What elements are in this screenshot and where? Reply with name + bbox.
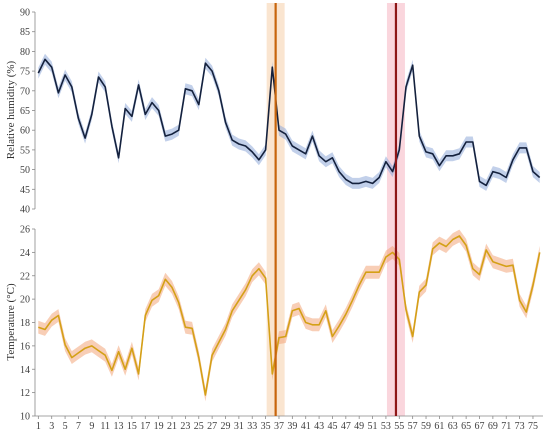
x-tick-label: 51 [368,421,378,432]
x-tick-label: 15 [127,421,137,432]
x-tick-label: 27 [207,421,217,432]
x-tick-label: 21 [167,421,177,432]
x-tick-label: 57 [408,421,418,432]
humidity-y-tick-label: 55 [20,145,30,156]
humidity-y-tick-label: 60 [20,126,30,137]
x-tick-label: 35 [261,421,271,432]
humidity-y-tick-label: 80 [20,47,30,58]
x-tick-label: 5 [63,421,68,432]
x-tick-label: 49 [354,421,364,432]
x-tick-label: 7 [76,421,81,432]
x-tick-label: 43 [314,421,324,432]
humidity-y-tick-label: 45 [20,185,30,196]
event-bands-layer [266,3,405,416]
x-tick-label: 11 [100,421,110,432]
x-tick-label: 69 [488,421,498,432]
x-tick-label: 53 [381,421,391,432]
x-tick-label: 31 [234,421,244,432]
humidity-y-tick-label: 50 [20,165,30,176]
temperature-y-tick-label: 18 [20,318,30,329]
humidity-y-tick-label: 75 [20,67,30,78]
temperature-y-tick-label: 16 [20,341,30,352]
humidity-confidence-band [38,53,540,191]
temperature-confidence-band [38,229,540,402]
x-tick-label: 45 [327,421,337,432]
x-tick-label: 39 [287,421,297,432]
temperature-series-line [38,235,541,396]
x-tick-label: 55 [394,421,404,432]
humidity-y-tick-label: 70 [20,86,30,97]
x-tick-label: 37 [274,421,284,432]
x-tick-label: 59 [421,421,431,432]
x-tick-label: 67 [475,421,485,432]
humidity-series-line [37,58,541,187]
temperature-y-tick-label: 24 [20,248,30,259]
temperature-y-tick-label: 14 [20,365,30,376]
x-tick-label: 47 [341,421,351,432]
x-tick-label: 75 [528,421,538,432]
humidity-axis-title: Relative humidity (%) [5,60,17,159]
series-layer [37,53,541,402]
x-tick-label: 17 [140,421,150,432]
tick-labels-layer: 40 45 50 55 60 65 70 75 80 85 90 10 12 14 16 18 20 22 24 26… [20,8,538,433]
temperature-y-tick-label: 26 [20,225,30,236]
humidity-y-tick-label: 85 [20,27,30,38]
humidity-y-tick-label: 65 [20,106,30,117]
x-tick-label: 41 [301,421,311,432]
temperature-y-tick-label: 12 [20,388,30,399]
x-tick-label: 9 [89,421,94,432]
x-tick-label: 61 [434,421,444,432]
x-tick-label: 3 [49,421,54,432]
x-tick-label: 71 [501,421,511,432]
temperature-y-tick-label: 22 [20,271,30,282]
x-tick-label: 33 [247,421,257,432]
x-tick-label: 29 [221,421,231,432]
x-tick-label: 1 [36,421,41,432]
x-tick-label: 65 [461,421,471,432]
x-tick-label: 73 [515,421,525,432]
temperature-axis-title: Temperature (°C) [5,283,17,361]
temperature-y-tick-label: 20 [20,295,30,306]
event-lines-layer [274,3,398,416]
x-tick-label: 23 [180,421,190,432]
humidity-y-tick-label: 90 [20,8,30,19]
x-tick-label: 25 [194,421,204,432]
x-tick-label: 13 [114,421,124,432]
temperature-y-tick-label: 10 [20,412,30,423]
x-tick-label: 63 [448,421,458,432]
x-tick-label: 19 [154,421,164,432]
humidity-y-tick-label: 40 [20,205,30,216]
